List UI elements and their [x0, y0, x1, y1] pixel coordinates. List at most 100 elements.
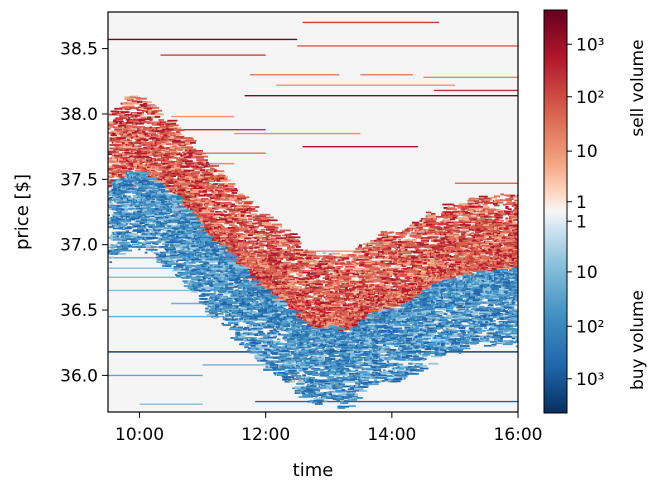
sell-cell — [367, 280, 374, 283]
sell-cell — [336, 283, 340, 286]
sell-cell — [318, 294, 324, 297]
sell-cell — [248, 240, 259, 243]
sell-cell — [389, 243, 394, 245]
sell-cell — [210, 175, 223, 178]
sell-cell — [364, 309, 368, 312]
sell-cell — [217, 173, 224, 176]
sell-cell — [443, 223, 448, 225]
sell-cell — [304, 249, 309, 252]
sell-cell — [237, 215, 241, 218]
sell-cell — [147, 147, 153, 149]
sell-cell — [338, 308, 349, 310]
sell-cell — [173, 137, 184, 140]
sell-cell — [239, 252, 251, 254]
sell-cell — [219, 187, 226, 190]
sell-cell — [346, 260, 350, 263]
sell-cell — [403, 286, 408, 288]
sell-cell — [371, 263, 378, 266]
sell-cell — [362, 304, 368, 307]
sell-cell — [193, 193, 200, 195]
sell-cell — [267, 247, 272, 249]
sell-cell — [433, 240, 446, 243]
sell-cell — [203, 177, 209, 179]
sell-cell — [327, 259, 336, 261]
sell-cell — [113, 119, 117, 122]
sell-cell — [237, 249, 242, 252]
sell-cell — [321, 258, 326, 261]
sell-cell — [404, 288, 411, 291]
sell-cell — [366, 246, 378, 249]
sell-cell — [261, 218, 268, 221]
sell-cell — [256, 278, 262, 280]
sell-cell — [297, 305, 300, 308]
sell-cell — [158, 119, 165, 121]
sell-cell — [327, 263, 334, 266]
sell-cell — [166, 170, 169, 173]
sell-cell — [351, 318, 355, 321]
sell-cell — [139, 128, 147, 131]
sell-cell — [319, 299, 324, 302]
sell-cell — [425, 277, 428, 279]
sell-cell — [433, 240, 437, 242]
sell-cell — [232, 236, 237, 239]
sell-cell — [132, 145, 135, 148]
sell-cell — [354, 313, 357, 316]
sell-cell — [345, 279, 350, 282]
sell-cell — [138, 155, 150, 158]
sell-cell — [436, 266, 447, 269]
sell-cell — [227, 183, 236, 185]
sell-cell — [412, 221, 420, 224]
sell-cell — [423, 249, 428, 252]
sell-cell — [176, 171, 188, 174]
sell-cell — [413, 241, 424, 244]
sell-cell — [251, 217, 261, 220]
sell-cell — [217, 220, 226, 223]
sell-cell — [237, 202, 243, 205]
sell-cell — [226, 208, 237, 211]
sell-cell — [400, 232, 405, 234]
sell-cell — [235, 247, 240, 250]
sell-cell — [307, 296, 314, 298]
sell-cell — [234, 207, 237, 209]
sell-cell — [205, 200, 210, 203]
sell-cell — [186, 138, 194, 141]
sell-cell — [154, 113, 163, 116]
sell-cell — [139, 137, 147, 140]
sell-cell — [166, 124, 170, 127]
sell-cell — [403, 232, 407, 235]
sell-cell — [187, 183, 192, 186]
sell-cell — [425, 282, 428, 285]
sell-cell — [441, 214, 449, 217]
sell-cell — [370, 309, 374, 311]
sell-cell — [234, 199, 242, 202]
sell-cell — [240, 247, 245, 249]
sell-cell — [205, 222, 215, 224]
sell-cell — [384, 247, 390, 250]
sell-cell — [443, 207, 450, 209]
sell-cell — [219, 175, 226, 178]
sell-cell — [379, 271, 391, 274]
sell-cell — [337, 259, 345, 261]
sell-cell — [138, 145, 142, 148]
sell-cell — [415, 270, 420, 272]
sell-cell — [330, 279, 334, 282]
sell-cell — [120, 135, 129, 137]
sell-cell — [171, 151, 181, 154]
sell-cell — [350, 309, 353, 312]
sell-cell — [403, 269, 409, 272]
sell-cell — [381, 267, 387, 269]
sell-cell — [308, 281, 313, 283]
sell-cell — [187, 175, 196, 178]
sell-cell — [153, 172, 158, 174]
sell-cell — [259, 246, 264, 249]
sell-cell — [270, 259, 282, 262]
sell-cell — [374, 284, 378, 286]
sell-cell — [241, 243, 249, 246]
sell-cell — [420, 269, 428, 272]
sell-cell — [438, 245, 446, 247]
sell-cell — [250, 272, 260, 274]
sell-cell — [211, 191, 216, 194]
sell-cell — [293, 281, 302, 284]
sell-cell — [149, 132, 156, 134]
sell-cell — [385, 246, 398, 248]
